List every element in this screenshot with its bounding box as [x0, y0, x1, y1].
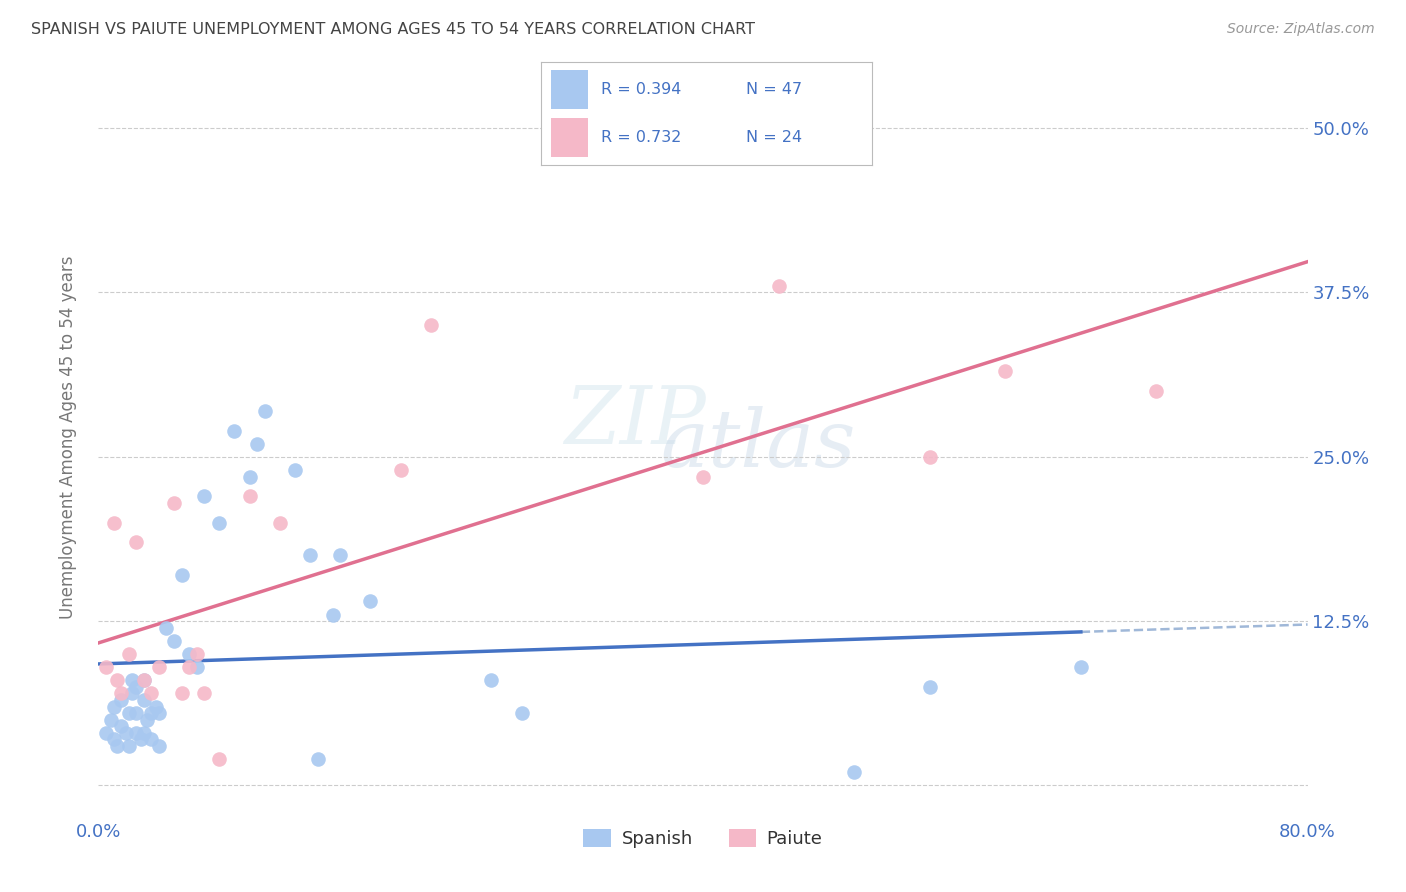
Point [918, 680, 941, 694]
Point [145, 699, 167, 714]
Text: atlas: atlas [661, 406, 856, 483]
Point [94, 726, 117, 740]
Point [105, 673, 128, 688]
Point [918, 450, 941, 464]
Point [239, 469, 262, 483]
Point [253, 404, 276, 418]
Point [208, 516, 231, 530]
Point [193, 686, 215, 700]
Point [179, 647, 201, 661]
Point [125, 535, 148, 549]
Point [389, 463, 412, 477]
Point [132, 726, 155, 740]
Point [170, 686, 193, 700]
Y-axis label: Unemployment Among Ages 45 to 54 years: Unemployment Among Ages 45 to 54 years [59, 255, 77, 619]
Point [129, 732, 152, 747]
Point [329, 549, 352, 563]
Point [121, 686, 143, 700]
Point [481, 673, 503, 688]
Point [163, 496, 186, 510]
FancyBboxPatch shape [551, 70, 588, 109]
Point [208, 752, 231, 766]
Point [103, 699, 125, 714]
Point [186, 647, 208, 661]
Point [269, 516, 291, 530]
Point [118, 739, 141, 753]
Point [1070, 660, 1092, 674]
Point [299, 549, 322, 563]
Point [103, 732, 125, 747]
Point [114, 726, 136, 740]
Point [94, 660, 117, 674]
Point [110, 686, 132, 700]
Point [510, 706, 533, 720]
Point [284, 463, 307, 477]
Point [186, 660, 208, 674]
Point [125, 726, 148, 740]
Point [105, 739, 128, 753]
Text: R = 0.394: R = 0.394 [600, 81, 681, 96]
Point [307, 752, 329, 766]
Point [768, 279, 790, 293]
Point [141, 706, 163, 720]
Point [1144, 384, 1167, 398]
Point [163, 633, 186, 648]
Point [994, 364, 1017, 378]
Text: N = 24: N = 24 [747, 130, 803, 145]
Point [179, 660, 201, 674]
Point [193, 489, 215, 503]
Legend: Spanish, Paiute: Spanish, Paiute [576, 822, 830, 855]
Point [103, 516, 125, 530]
Point [100, 713, 122, 727]
Point [844, 765, 866, 780]
Point [224, 424, 246, 438]
Text: N = 47: N = 47 [747, 81, 803, 96]
Point [322, 607, 344, 622]
Text: ZIP: ZIP [564, 384, 706, 461]
Point [148, 739, 170, 753]
Point [170, 568, 193, 582]
Point [148, 660, 170, 674]
Point [110, 719, 132, 733]
Point [141, 732, 163, 747]
Point [360, 594, 382, 608]
Point [155, 621, 177, 635]
Point [121, 673, 143, 688]
Point [246, 436, 269, 450]
Point [132, 673, 155, 688]
Point [118, 706, 141, 720]
Point [132, 673, 155, 688]
Point [125, 706, 148, 720]
Point [132, 693, 155, 707]
Point [125, 680, 148, 694]
Point [148, 706, 170, 720]
Point [135, 713, 157, 727]
Text: R = 0.732: R = 0.732 [600, 130, 681, 145]
Point [692, 469, 714, 483]
Text: Source: ZipAtlas.com: Source: ZipAtlas.com [1227, 22, 1375, 37]
FancyBboxPatch shape [551, 118, 588, 157]
Text: SPANISH VS PAIUTE UNEMPLOYMENT AMONG AGES 45 TO 54 YEARS CORRELATION CHART: SPANISH VS PAIUTE UNEMPLOYMENT AMONG AGE… [31, 22, 755, 37]
Point [141, 686, 163, 700]
Point [239, 489, 262, 503]
Point [118, 647, 141, 661]
Point [420, 318, 443, 333]
Point [110, 693, 132, 707]
